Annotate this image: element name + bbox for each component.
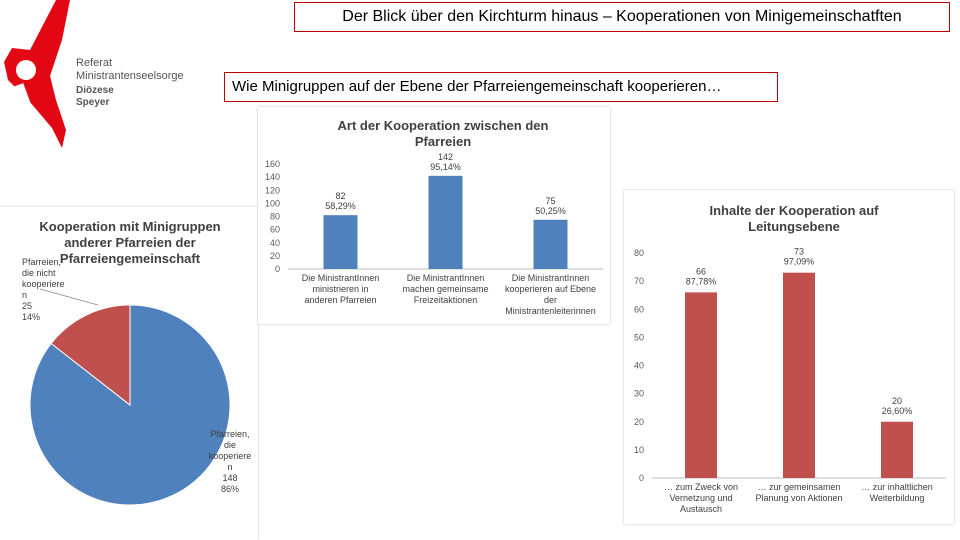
- pie-label-cooperate-line: 86%: [221, 484, 239, 494]
- pie-label-cooperate-line: 148: [222, 473, 237, 483]
- bar-data-label-line: 82: [335, 191, 345, 201]
- pie-chart-panel: Kooperation mit Minigruppen anderer Pfar…: [0, 207, 258, 540]
- bar-chart-2: 0 10 20 30 40 50 60 70 80 66 87,78% … zum Zweck von…: [634, 247, 946, 514]
- slide-subtitle: Wie Minigruppen auf der Ebene der Pfarre…: [224, 72, 778, 102]
- x-tick-label-line: Vernetzung und: [669, 493, 732, 503]
- y-tick-label: 20: [634, 417, 644, 427]
- bar-data-label-line: 66: [696, 266, 706, 276]
- bar-chart-2-title: Inhalte der Kooperation auf Leitungseben…: [709, 203, 879, 234]
- bar-data-label-line: 75: [545, 196, 555, 206]
- bar-data-label-line: 26,60%: [882, 406, 913, 416]
- x-tick-label: Die MinistrantInnen machen gemeinsame Frei…: [402, 273, 488, 305]
- x-tick-label-line: anderen Pfarreien: [304, 295, 376, 305]
- x-tick-label-line: der: [544, 295, 557, 305]
- logo-line-1: Referat: [76, 57, 113, 69]
- x-tick-label-line: ministrieren in: [312, 284, 368, 294]
- y-tick-label: 80: [270, 212, 280, 222]
- bar-data-label: 20 26,60%: [882, 396, 913, 416]
- bar-data-label: 142 95,14%: [430, 152, 461, 172]
- slide-title: Der Blick über den Kirchturm hinaus – Ko…: [294, 2, 950, 32]
- pie-label-cooperate-line: n: [227, 462, 232, 472]
- x-tick-label: … zur inhaltlichen Weiterbildung: [861, 482, 933, 503]
- x-tick-label: … zum Zweck von Vernetzung und Austausch: [664, 482, 738, 514]
- pie-label-cooperate: Pfarreien, die kooperiere n 148 86%: [209, 429, 252, 494]
- x-tick-label-line: … zur inhaltlichen: [861, 482, 933, 492]
- bar: [685, 292, 717, 478]
- logo-line-2: Ministrantenseelsorge: [76, 70, 184, 82]
- pie-slice-not-cooperate: [50, 304, 131, 407]
- bar-data-label: 75 50,25%: [535, 196, 566, 216]
- x-tick-label-line: Planung von Aktionen: [755, 493, 842, 503]
- bar: [428, 175, 463, 269]
- x-tick-label-line: Austausch: [680, 504, 722, 514]
- y-tick-label: 40: [270, 238, 280, 248]
- bar-data-label-line: 97,09%: [784, 257, 815, 267]
- x-tick-label-line: … zur gemeinsamen: [757, 482, 840, 492]
- bar: [533, 219, 568, 269]
- bar-data-label-line: 73: [794, 247, 804, 257]
- bar-data-label-line: 58,29%: [325, 201, 356, 211]
- y-tick-label: 100: [265, 198, 280, 208]
- pie-label-not-cooperate-line: die nicht: [22, 268, 56, 278]
- y-tick-label: 50: [634, 332, 644, 342]
- pie-label-not-cooperate-line: n: [22, 290, 27, 300]
- logo-line-3: Diözese: [76, 85, 114, 96]
- bar-chart-1-title: Art der Kooperation zwischen den Pfarrei…: [337, 118, 549, 149]
- pie-label-not-cooperate-line: Pfarreien,: [22, 257, 61, 267]
- pie-label-cooperate-line: die: [224, 440, 236, 450]
- bar-data-label: 73 97,09%: [784, 247, 815, 267]
- pie-label-not-cooperate: Pfarreien, die nicht kooperiere n 25 14%: [22, 257, 65, 322]
- y-tick-label: 40: [634, 361, 644, 371]
- y-tick-label: 30: [634, 389, 644, 399]
- x-tick-label: … zur gemeinsamen Planung von Aktionen: [755, 482, 842, 503]
- bar-data-label-line: 95,14%: [430, 162, 461, 172]
- logo-mark: [4, 0, 70, 148]
- y-tick-label: 80: [634, 248, 644, 258]
- y-tick-label: 0: [275, 264, 280, 274]
- x-tick-label-line: … zum Zweck von: [664, 482, 738, 492]
- pie-label-not-cooperate-line: kooperiere: [22, 279, 65, 289]
- y-tick-label: 140: [265, 172, 280, 182]
- x-tick-label-line: machen gemeinsame: [402, 284, 488, 294]
- x-tick-label-line: kooperieren auf Ebene: [505, 284, 596, 294]
- y-tick-label: 60: [634, 304, 644, 314]
- bar-data-label: 82 58,29%: [325, 191, 356, 211]
- x-tick-label: Die MinistrantInnen ministrieren in andere…: [302, 273, 380, 305]
- y-tick-label: 60: [270, 225, 280, 235]
- bar-data-label-line: 87,78%: [686, 276, 717, 286]
- y-tick-label: 160: [265, 159, 280, 169]
- y-tick-label: 10: [634, 445, 644, 455]
- pie-leader-line: [39, 288, 99, 306]
- x-tick-label-line: Freizeitaktionen: [414, 295, 478, 305]
- pie-chart-title: Kooperation mit Minigruppen anderer Pfar…: [39, 219, 221, 266]
- y-tick-label: 70: [634, 276, 644, 286]
- pie-label-not-cooperate-line: 25: [22, 301, 32, 311]
- pie-label-cooperate-line: kooperiere: [209, 451, 252, 461]
- bar-data-label-line: 142: [438, 152, 453, 162]
- bar: [323, 215, 358, 269]
- logo-line-4: Speyer: [76, 97, 110, 108]
- y-tick-label: 0: [639, 473, 644, 483]
- bar-data-label-line: 20: [892, 396, 902, 406]
- bar: [783, 272, 815, 478]
- bar-chart-1: 0 20 40 60 80 100 120 140 160 82 58,29% Die Ministr…: [265, 152, 603, 316]
- bar-chart-2-panel: Inhalte der Kooperation auf Leitungseben…: [624, 190, 954, 524]
- bar-data-label-line: 50,25%: [535, 206, 566, 216]
- bar: [881, 421, 913, 478]
- y-tick-label: 120: [265, 185, 280, 195]
- x-tick-label-line: Die MinistrantInnen: [512, 273, 590, 283]
- x-tick-label-line: Weiterbildung: [870, 493, 925, 503]
- bar-chart-1-panel: Art der Kooperation zwischen den Pfarrei…: [258, 107, 610, 324]
- pie-chart: Pfarreien, die nicht kooperiere n 25 14%Pfarr…: [22, 257, 252, 506]
- x-tick-label-line: Die MinistrantInnen: [407, 273, 485, 283]
- x-tick-label-line: Die MinistrantInnen: [302, 273, 380, 283]
- pie-label-not-cooperate-line: 14%: [22, 312, 40, 322]
- x-tick-label-line: Ministrantenleiterinnen: [505, 306, 596, 316]
- bar-data-label: 66 87,78%: [686, 266, 717, 286]
- y-tick-label: 20: [270, 251, 280, 261]
- pie-label-cooperate-line: Pfarreien,: [210, 429, 249, 439]
- x-tick-label: Die MinistrantInnen kooperieren auf Ebene…: [505, 273, 596, 316]
